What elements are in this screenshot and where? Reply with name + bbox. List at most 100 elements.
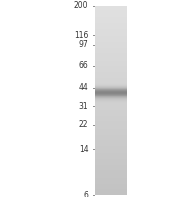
- Bar: [95, 121, 127, 123]
- Bar: [95, 31, 127, 32]
- Bar: [95, 148, 127, 150]
- Bar: [95, 142, 127, 144]
- Bar: [95, 12, 127, 13]
- Bar: [95, 88, 127, 89]
- Bar: [95, 82, 127, 83]
- Bar: [95, 125, 127, 127]
- Bar: [95, 97, 127, 98]
- Bar: [95, 98, 127, 100]
- Bar: [95, 92, 127, 93]
- Bar: [95, 93, 127, 95]
- Bar: [95, 136, 127, 138]
- Bar: [95, 150, 127, 151]
- Bar: [95, 135, 127, 136]
- Bar: [95, 83, 127, 84]
- Bar: [95, 47, 127, 49]
- Bar: [95, 40, 127, 42]
- Bar: [95, 57, 127, 59]
- Bar: [95, 13, 127, 15]
- Bar: [95, 92, 127, 93]
- Bar: [95, 84, 127, 85]
- Bar: [95, 98, 127, 99]
- Bar: [95, 172, 127, 174]
- Bar: [95, 100, 127, 101]
- Bar: [95, 101, 127, 102]
- Bar: [95, 55, 127, 57]
- Bar: [95, 105, 127, 106]
- Bar: [95, 96, 127, 97]
- Bar: [95, 163, 127, 165]
- Bar: [95, 151, 127, 153]
- Bar: [95, 76, 127, 78]
- Bar: [95, 80, 127, 82]
- Bar: [95, 32, 127, 34]
- Bar: [95, 87, 127, 88]
- Bar: [95, 98, 127, 99]
- Bar: [95, 17, 127, 19]
- Bar: [95, 170, 127, 172]
- Bar: [95, 95, 127, 96]
- Bar: [95, 91, 127, 92]
- Bar: [95, 89, 127, 90]
- Bar: [95, 85, 127, 86]
- Bar: [95, 49, 127, 51]
- Bar: [95, 65, 127, 66]
- Bar: [95, 97, 127, 98]
- Bar: [95, 63, 127, 65]
- Bar: [95, 95, 127, 96]
- Bar: [95, 119, 127, 121]
- Bar: [95, 85, 127, 87]
- Bar: [95, 117, 127, 119]
- Bar: [95, 180, 127, 182]
- Bar: [95, 191, 127, 193]
- Text: 200: 200: [74, 1, 88, 10]
- Text: 22: 22: [79, 120, 88, 129]
- Bar: [95, 93, 127, 94]
- Bar: [95, 96, 127, 97]
- Bar: [95, 88, 127, 89]
- Bar: [95, 29, 127, 31]
- Bar: [95, 90, 127, 91]
- Bar: [95, 68, 127, 70]
- Bar: [95, 84, 127, 85]
- Bar: [95, 87, 127, 89]
- Text: 44: 44: [79, 83, 88, 92]
- Bar: [95, 193, 127, 195]
- Bar: [95, 94, 127, 95]
- Bar: [95, 86, 127, 87]
- Bar: [95, 104, 127, 106]
- Bar: [95, 108, 127, 110]
- Bar: [95, 99, 127, 100]
- Bar: [95, 140, 127, 142]
- Bar: [95, 101, 127, 102]
- Bar: [95, 178, 127, 180]
- Bar: [95, 103, 127, 104]
- Text: 31: 31: [79, 102, 88, 111]
- Bar: [95, 176, 127, 178]
- Bar: [95, 102, 127, 103]
- Bar: [95, 88, 127, 89]
- Bar: [95, 78, 127, 80]
- Bar: [95, 102, 127, 103]
- Bar: [95, 167, 127, 169]
- Bar: [95, 96, 127, 97]
- Bar: [95, 106, 127, 108]
- Bar: [95, 146, 127, 148]
- Bar: [95, 59, 127, 61]
- Bar: [95, 36, 127, 38]
- Bar: [95, 83, 127, 84]
- Bar: [95, 66, 127, 68]
- Bar: [95, 51, 127, 53]
- Bar: [95, 89, 127, 91]
- Bar: [95, 6, 127, 8]
- Bar: [95, 129, 127, 131]
- Bar: [95, 155, 127, 157]
- Bar: [95, 104, 127, 105]
- Bar: [95, 89, 127, 90]
- Bar: [95, 182, 127, 184]
- Bar: [95, 174, 127, 176]
- Bar: [95, 91, 127, 92]
- Bar: [95, 34, 127, 36]
- Bar: [95, 138, 127, 140]
- Bar: [95, 123, 127, 125]
